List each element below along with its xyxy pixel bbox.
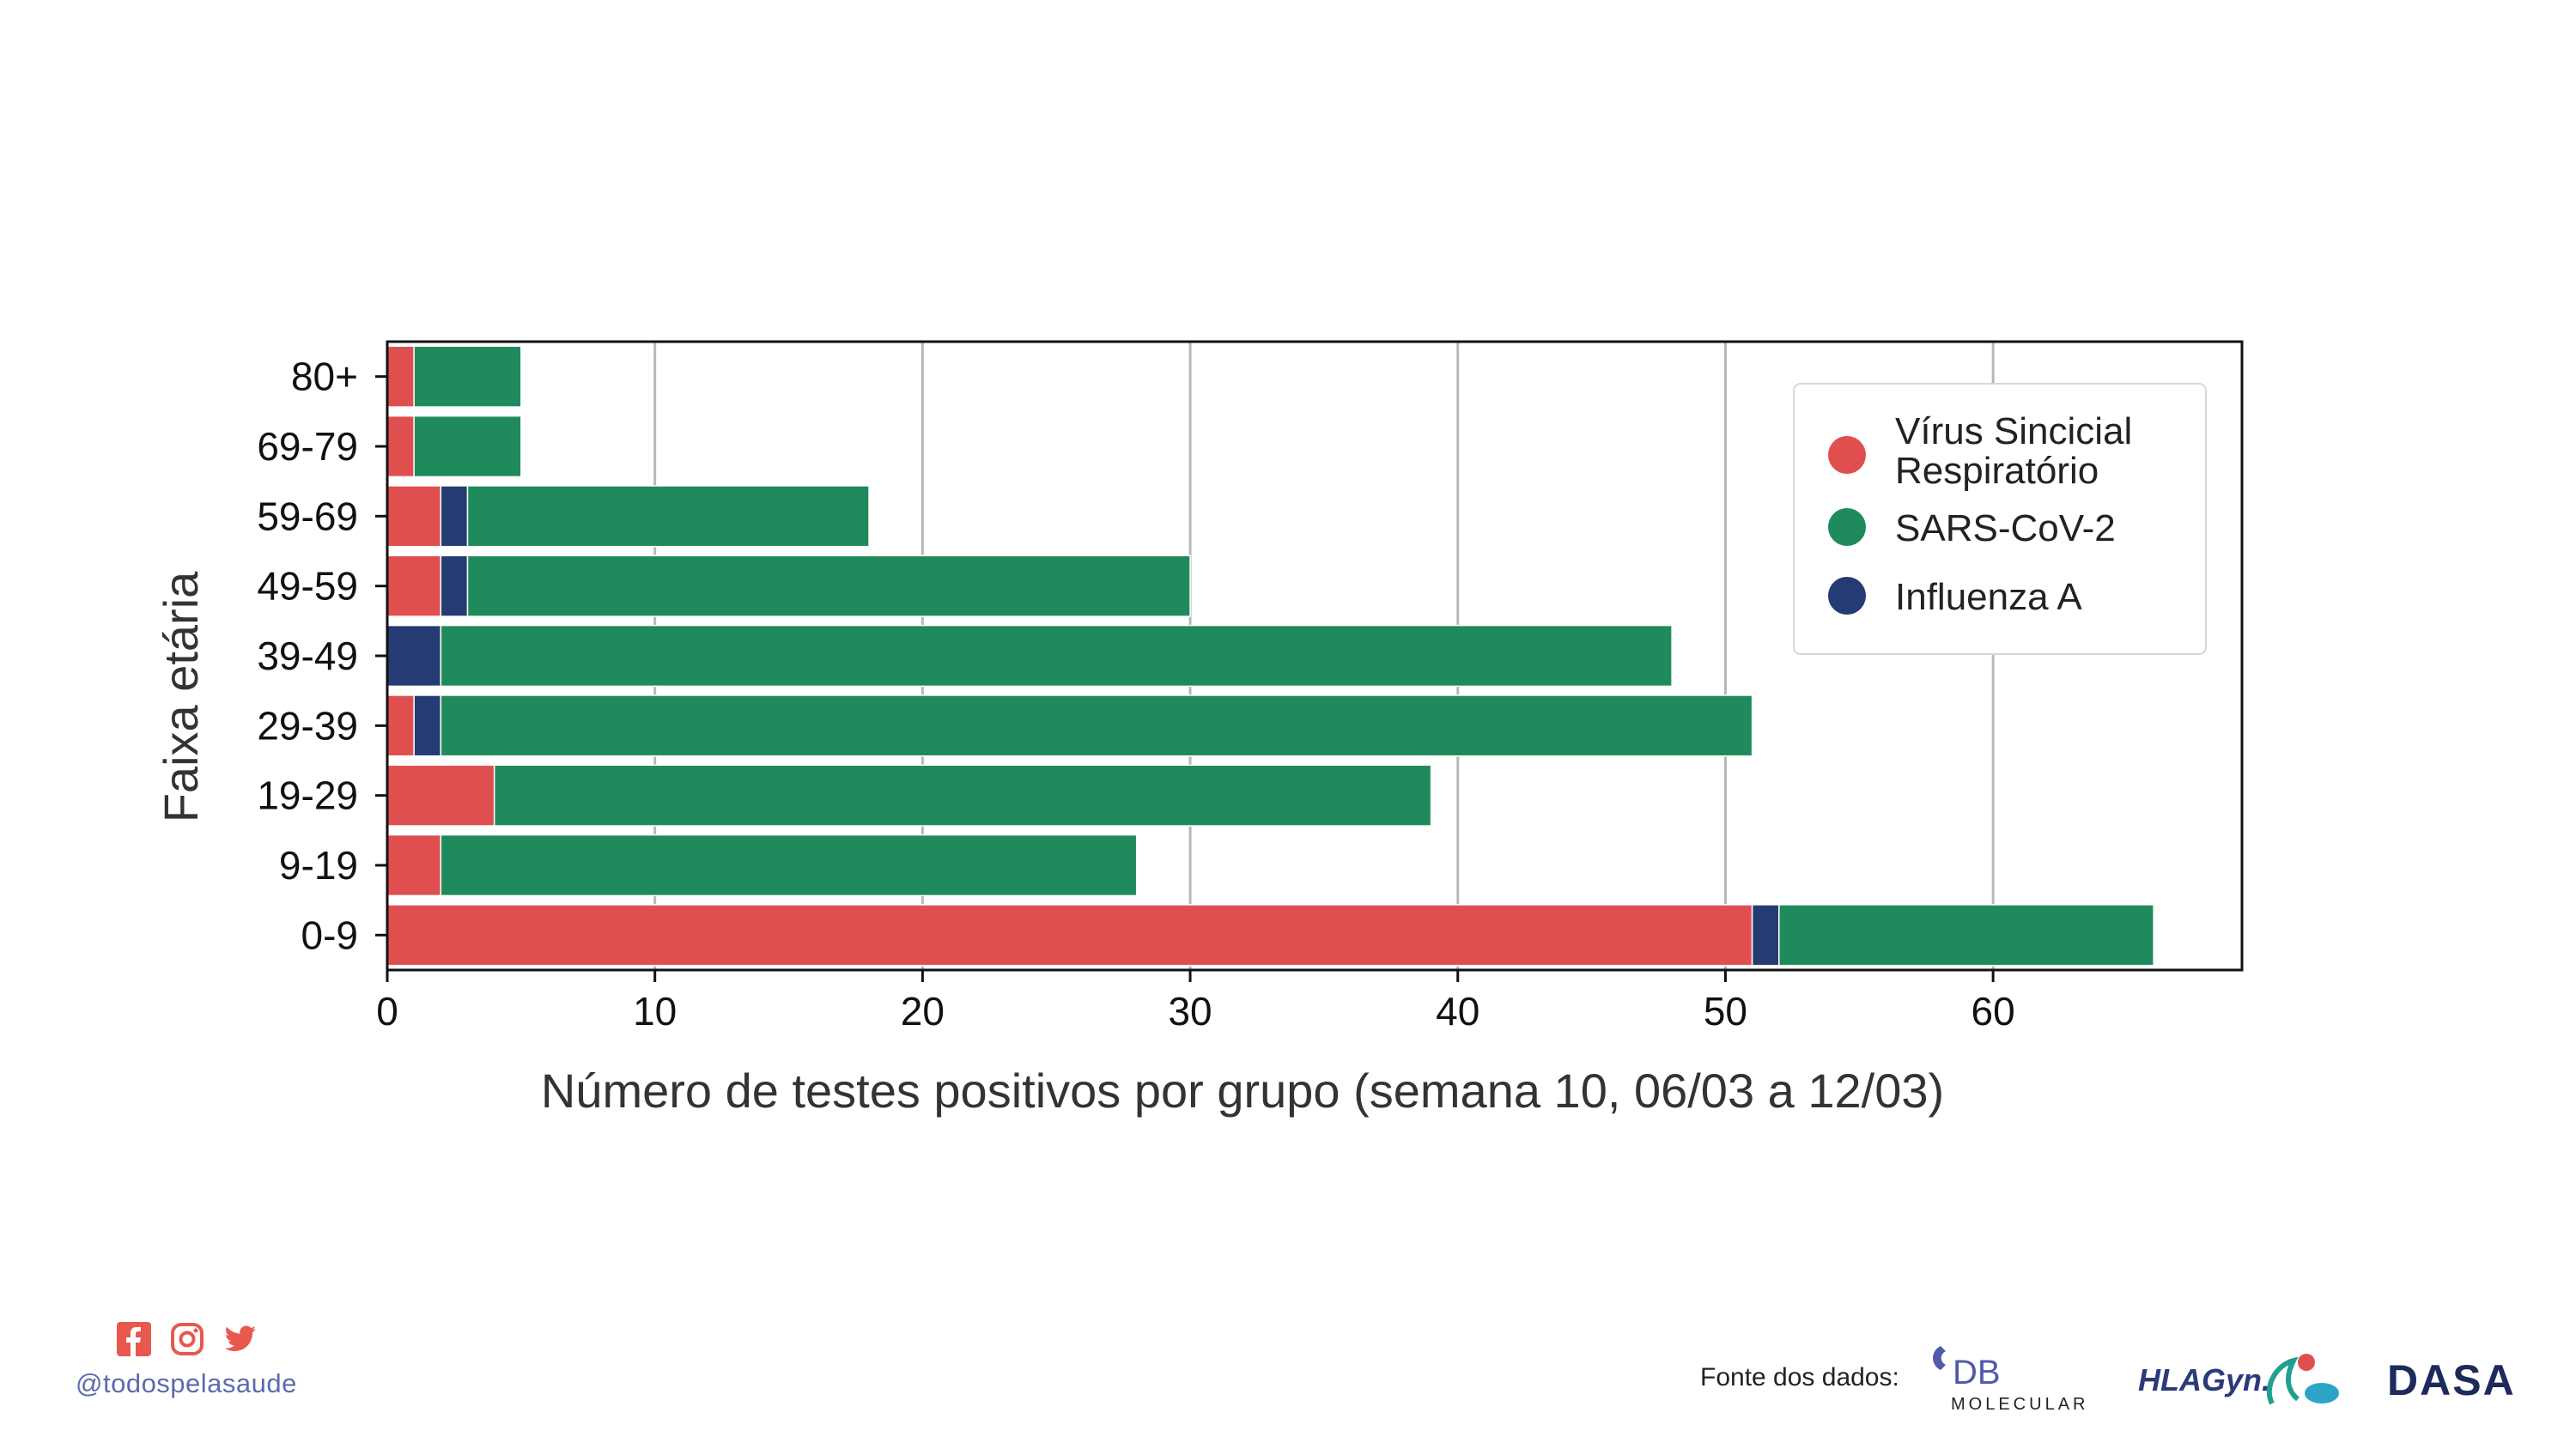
bar-39-49-series-2 [440, 624, 1673, 688]
bar-59-69-series-2 [466, 485, 870, 548]
bar-59-69-series-0 [386, 485, 442, 548]
bar-49-59-series-2 [466, 555, 1191, 617]
bar-80+-series-2 [413, 345, 522, 408]
db-logo-subtext: MOLECULAR [1951, 1395, 2088, 1414]
db-logo-text: DB [1953, 1354, 2001, 1391]
x-tick-label: 20 [901, 989, 945, 1034]
y-tick-label: 69-79 [257, 424, 358, 469]
social-block: @todospelasaude [76, 1322, 333, 1399]
bar-9-19-series-0 [386, 834, 442, 897]
legend-frame [1793, 383, 2207, 655]
legend-marker [1828, 577, 1866, 615]
legend-label: Vírus Sincicial [1895, 410, 2132, 452]
x-tick-label: 60 [1971, 989, 2015, 1034]
bars [386, 345, 2154, 967]
hlagyn-logo: HLAGyn. [2138, 1354, 2339, 1405]
bar-29-39-series-1 [413, 694, 442, 757]
bar-59-69-series-1 [440, 485, 469, 548]
legend-label: SARS-CoV-2 [1895, 507, 2116, 549]
bar-69-79-series-0 [386, 415, 415, 478]
x-tick-label: 10 [633, 989, 677, 1034]
facebook-icon[interactable] [117, 1322, 151, 1356]
bar-0-9-series-1 [1751, 904, 1780, 967]
bar-49-59-series-0 [386, 555, 442, 617]
bar-49-59-series-1 [440, 555, 469, 617]
bar-29-39-series-0 [386, 694, 415, 757]
bar-19-29-series-0 [386, 764, 495, 827]
twitter-icon[interactable] [223, 1322, 258, 1356]
y-tick-label: 9-19 [279, 843, 358, 888]
y-tick-label: 19-29 [257, 773, 358, 818]
social-icons [117, 1322, 333, 1356]
social-handle[interactable]: @todospelasaude [76, 1368, 297, 1398]
dasa-logo: DASA [2387, 1356, 2516, 1404]
bar-80+-series-0 [386, 345, 415, 408]
x-axis-title: Número de testes positivos por grupo (se… [541, 1064, 1944, 1118]
data-source: Fonte dos dados: DB MOLECULAR HLAGyn. DA… [1700, 1339, 2564, 1416]
y-tick-label: 80+ [291, 355, 358, 399]
y-tick-label: 39-49 [257, 634, 358, 678]
bar-0-9-series-2 [1778, 904, 2154, 967]
bar-19-29-series-2 [493, 764, 1432, 827]
x-tick-label: 40 [1436, 989, 1479, 1034]
legend-marker [1828, 436, 1866, 474]
bar-9-19-series-2 [440, 834, 1138, 897]
source-label: Fonte dos dados: [1700, 1363, 1899, 1391]
bar-69-79-series-2 [413, 415, 522, 478]
x-tick-label: 50 [1704, 989, 1747, 1034]
y-tick-label: 0-9 [301, 912, 358, 957]
legend-label: Influenza A [1895, 576, 2082, 618]
y-tick-label: 49-59 [257, 564, 358, 609]
bar-39-49-series-1 [386, 624, 442, 688]
bar-0-9-series-0 [386, 904, 1753, 967]
db-molecular-logo: DB MOLECULAR [1932, 1346, 2088, 1414]
y-tick-label: 59-69 [257, 494, 358, 538]
x-tick-label: 30 [1168, 989, 1212, 1034]
dasa-logo-text: DASA [2387, 1356, 2516, 1404]
hlagyn-logo-text: HLAGyn. [2138, 1362, 2270, 1397]
y-axis: 0-9 9-19 19-29 29-39 39-49 49-59 59-69 69-79 80+ [257, 355, 387, 957]
legend-label: Respiratório [1895, 450, 2099, 492]
bar-29-39-series-2 [440, 694, 1753, 757]
y-axis-title: Faixa etária [154, 571, 208, 822]
x-axis: 0 10 20 30 40 50 60 [376, 970, 2015, 1034]
y-tick-label: 29-39 [257, 703, 358, 748]
instagram-icon[interactable] [170, 1322, 204, 1356]
legend-marker [1828, 508, 1866, 546]
x-tick-label: 0 [376, 989, 398, 1034]
